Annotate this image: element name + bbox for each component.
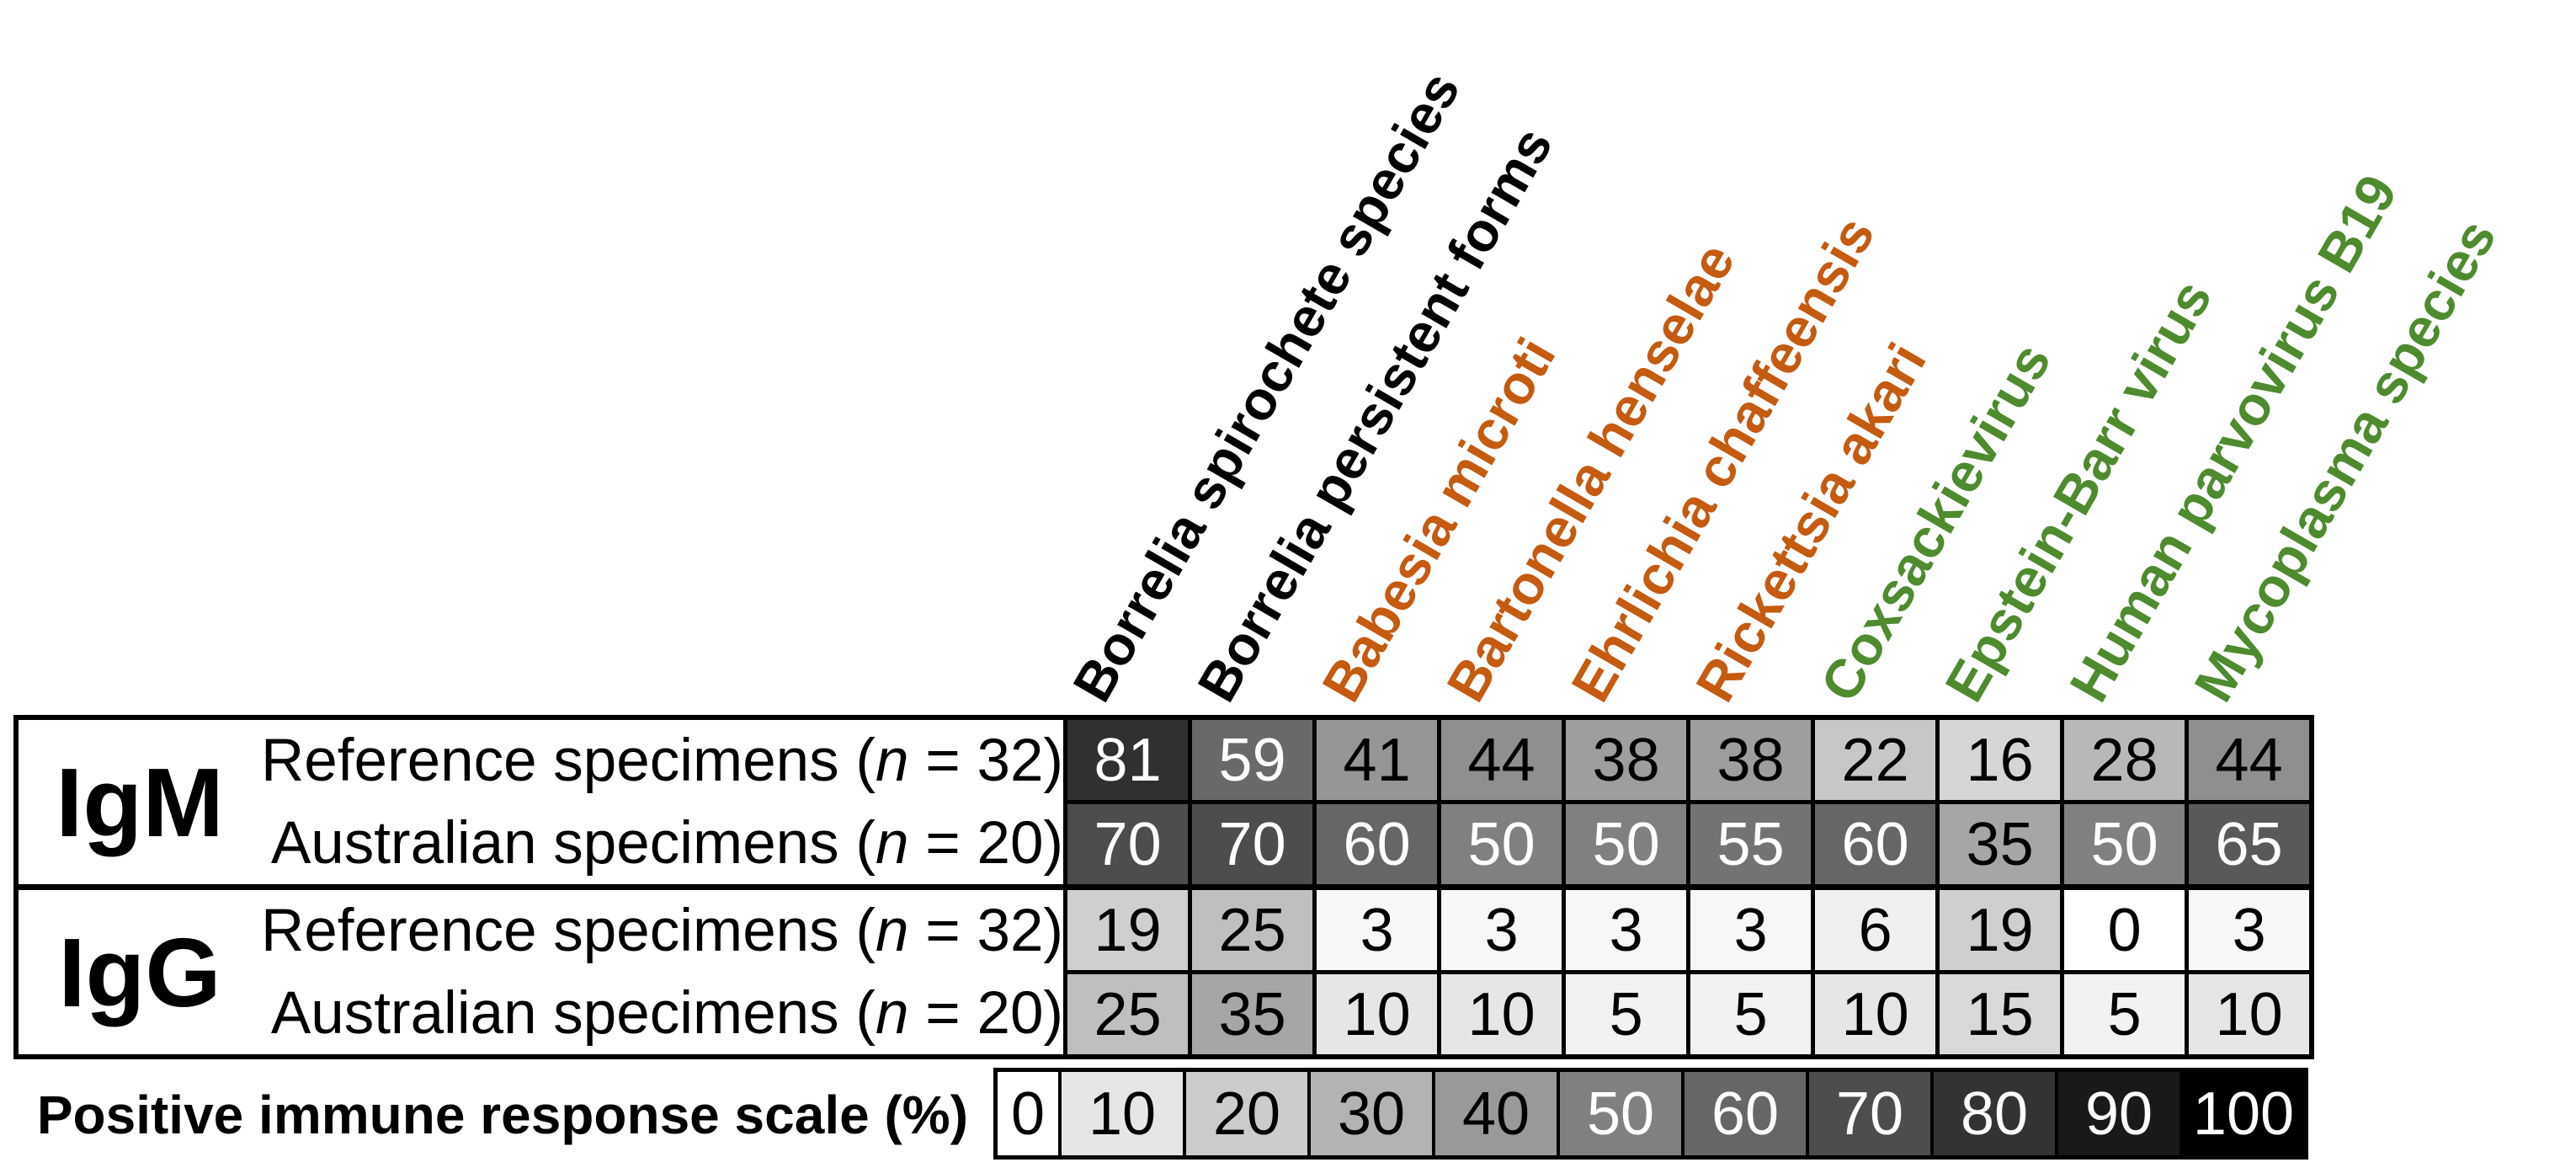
data-cell: 0	[2060, 884, 2190, 974]
data-cell: 10	[1312, 970, 1442, 1059]
row-label-text: Australian specimens (	[270, 979, 876, 1047]
data-cell: 25	[1188, 884, 1317, 974]
data-cell: 5	[1686, 970, 1816, 1059]
data-cell: 10	[1811, 970, 1940, 1059]
row-label-text: Reference specimens (	[261, 728, 876, 795]
data-cell: 3	[1686, 884, 1816, 974]
row-label-text: = 20)	[908, 809, 1064, 877]
data-cell: 3	[1562, 884, 1691, 974]
scale-label: Positive immune response scale (%)	[36, 1085, 968, 1145]
data-cell: 60	[1312, 800, 1442, 889]
row-label-text: Reference specimens (	[261, 898, 876, 965]
data-cell: 60	[1811, 800, 1940, 889]
row-group-label-igm: IgM	[16, 717, 261, 888]
data-cell: 15	[1935, 970, 2065, 1059]
scale-cell: 70	[1806, 1068, 1934, 1160]
data-cell: 70	[1063, 800, 1193, 889]
data-cell: 19	[1935, 884, 2065, 974]
row-label-text: = 32)	[908, 728, 1064, 795]
data-cell: 16	[1935, 715, 2065, 804]
data-cell: 10	[2185, 970, 2314, 1059]
row-label: Australian specimens (n = 20)	[261, 802, 1066, 888]
row-label-text: = 32)	[908, 898, 1064, 965]
scale-cell: 40	[1432, 1068, 1560, 1160]
data-cell: 50	[2060, 800, 2190, 889]
data-cell: 22	[1811, 715, 1940, 804]
row-label-n-symbol: n	[876, 898, 909, 965]
row-label-n-symbol: n	[876, 979, 909, 1047]
data-cell: 35	[1935, 800, 2065, 889]
data-cell: 55	[1686, 800, 1816, 889]
data-cell: 3	[1437, 884, 1567, 974]
data-cell: 3	[2185, 884, 2314, 974]
data-cell: 3	[1312, 884, 1442, 974]
column-header-label: Coxsackievirus	[1808, 333, 2062, 712]
table-row: IgG Reference specimens (n = 32) 19 25 3 3 3 3 6…	[16, 884, 2314, 1057]
table-row: IgM Reference specimens (n = 32) 81 59 41 44 3…	[16, 715, 2314, 888]
scale-cell: 10	[1058, 1068, 1186, 1160]
scale-cell: 0	[993, 1068, 1062, 1160]
row-label-n-symbol: n	[876, 728, 909, 795]
data-cell: 65	[2185, 800, 2314, 889]
serology-heatmap-table: IgM Reference specimens (n = 32) 81 59 41 44 3…	[13, 715, 2315, 1059]
data-cell: 6	[1811, 884, 1940, 974]
table-row: Australian specimens (n = 20) 70 70 60 50 50 5…	[16, 800, 2314, 889]
data-cell: 25	[1063, 970, 1193, 1059]
scale-cell: 90	[2055, 1068, 2183, 1160]
scale-bar: 0 10 20 30 40 50 60 70 80 90 100	[993, 1068, 2308, 1160]
row-label: Australian specimens (n = 20)	[261, 972, 1066, 1057]
scale-cell: 80	[1930, 1068, 2058, 1160]
data-cell: 50	[1562, 800, 1691, 889]
data-cell: 59	[1188, 715, 1317, 804]
scale-cell: 100	[2179, 1068, 2308, 1160]
column-headers: Borrelia spirochete species Borrelia pers…	[1061, 61, 2508, 712]
table-row: Australian specimens (n = 20) 25 35 10 10 5 5 1…	[16, 970, 2314, 1059]
row-group-label-igg: IgG	[16, 884, 261, 1057]
data-cell: 10	[1437, 970, 1567, 1059]
data-cell: 50	[1437, 800, 1567, 889]
data-cell: 5	[1562, 970, 1691, 1059]
data-cell: 19	[1063, 884, 1193, 974]
scale-cell: 60	[1681, 1068, 1809, 1160]
row-label: Reference specimens (n = 32)	[261, 884, 1066, 973]
data-cell: 38	[1686, 715, 1816, 804]
data-cell: 35	[1188, 970, 1317, 1059]
data-cell: 44	[1437, 715, 1567, 804]
data-cell: 28	[2060, 715, 2190, 804]
column-header-label: Rickettsia akari	[1684, 333, 1938, 712]
data-cell: 44	[2185, 715, 2314, 804]
data-cell: 38	[1562, 715, 1691, 804]
scale-row: 0 10 20 30 40 50 60 70 80 90 100	[993, 1068, 2308, 1160]
data-cell: 70	[1188, 800, 1317, 889]
row-label: Reference specimens (n = 32)	[261, 717, 1066, 802]
row-label-text: Australian specimens (	[270, 809, 876, 877]
data-cell: 81	[1063, 715, 1193, 804]
row-label-text: = 20)	[908, 979, 1064, 1047]
row-label-n-symbol: n	[876, 809, 909, 877]
data-cell: 41	[1312, 715, 1442, 804]
scale-cell: 30	[1307, 1068, 1435, 1160]
scale-cell: 20	[1183, 1068, 1311, 1160]
scale-cell: 50	[1557, 1068, 1685, 1160]
data-cell: 5	[2060, 970, 2190, 1059]
